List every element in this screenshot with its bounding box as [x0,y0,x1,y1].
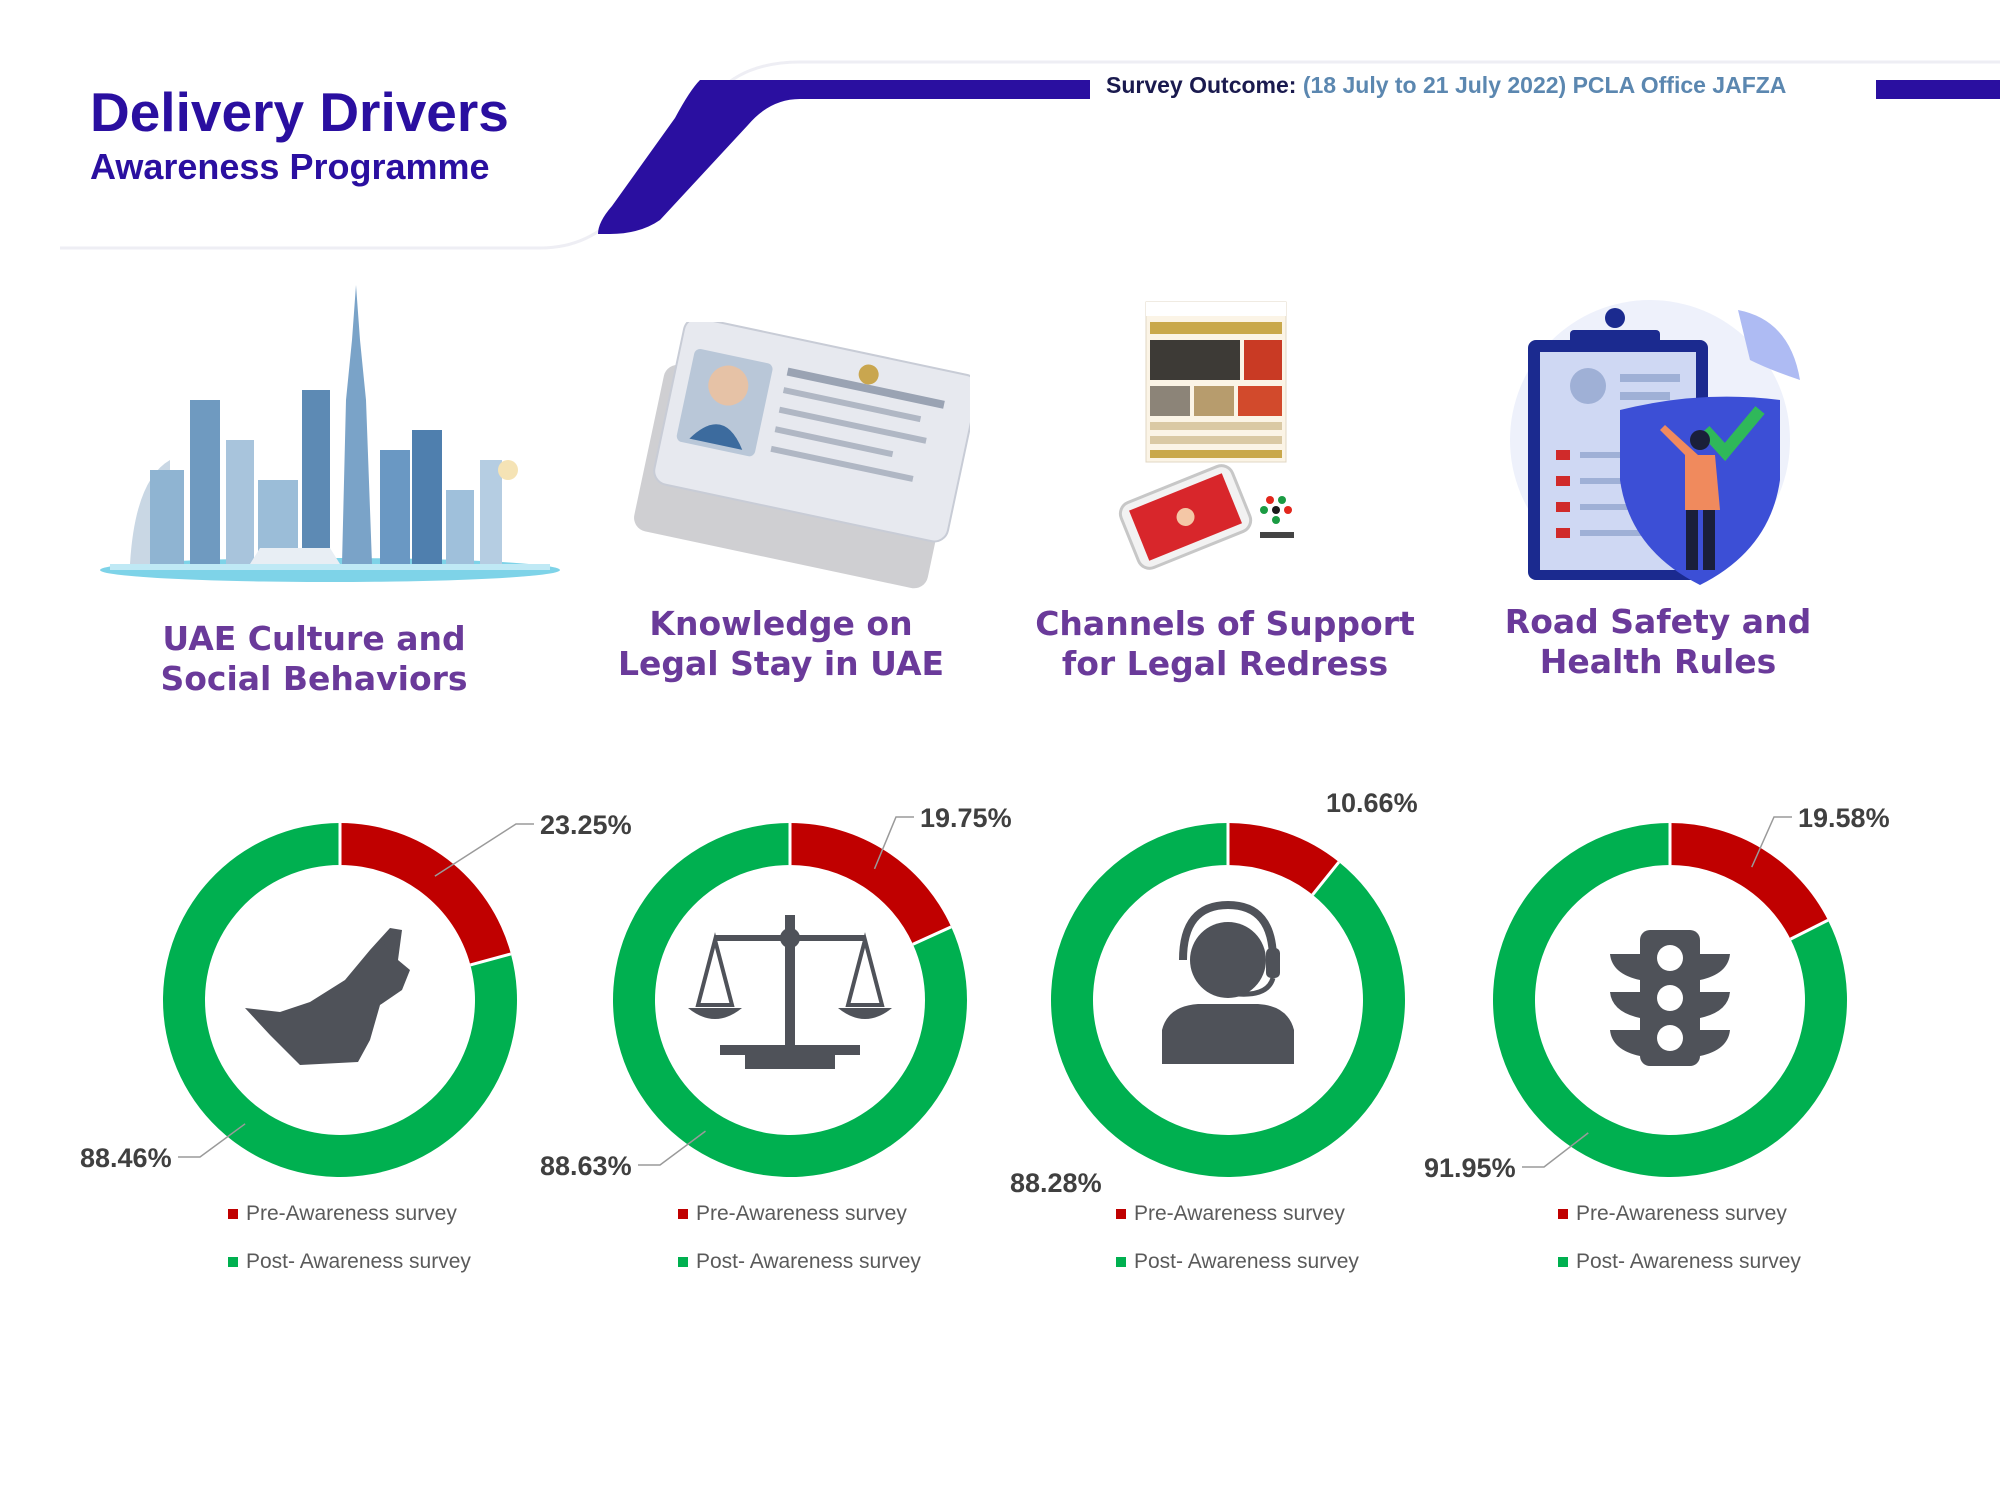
post-value-label: 91.95% [1424,1153,1516,1183]
leader-line [638,1130,706,1166]
legend-swatch [1558,1257,1568,1267]
legend-item: Pre-Awareness survey [1116,1190,1359,1238]
leader-line [178,1123,246,1158]
card-title-line: Health Rules [1539,642,1777,681]
dubai-skyline-icon [100,285,560,582]
card-title-line: for Legal Redress [1061,644,1389,683]
donut-chart-2: 19.75% 88.63% [540,803,1012,1181]
page-title: Delivery Drivers [90,81,509,143]
donut-chart-3: 10.66% 88.28% [1010,788,1418,1198]
uae-map-icon [245,928,410,1065]
leader-line [873,816,914,870]
legend-item: Pre-Awareness survey [1558,1190,1801,1238]
leader-line [434,823,534,877]
scales-of-justice-icon [688,915,892,1069]
legend-swatch [1116,1257,1126,1267]
legend-label: Pre-Awareness survey [246,1202,457,1225]
post-value-label: 88.46% [80,1143,172,1173]
legend-item: Pre-Awareness survey [228,1190,471,1238]
legend-swatch [678,1257,688,1267]
legend-swatch [1116,1209,1126,1219]
legend-label: Pre-Awareness survey [696,1202,907,1225]
tasheel-logo-icon [1260,496,1294,538]
pre-value-label: 19.58% [1798,803,1890,833]
legend-item: Post- Awareness survey [1558,1238,1801,1286]
legend-swatch [228,1209,238,1219]
legend-swatch [1558,1209,1568,1219]
pre-value-label: 23.25% [540,810,632,840]
legend: Pre-Awareness survey Post- Awareness surv… [1558,1190,1801,1286]
card-title-legal-stay: Knowledge on Legal Stay in UAE [571,604,991,684]
header-accent-stripe [598,80,1090,234]
survey-label: Survey Outcome: [1106,72,1297,98]
leader-line [1522,1132,1589,1168]
legend-label: Post- Awareness survey [246,1250,471,1273]
traffic-light-icon [1610,930,1730,1066]
donut-chart-4: 19.58% 91.95% [1424,803,1890,1183]
donut-chart-1: 23.25% 88.46% [80,810,632,1177]
legend: Pre-Awareness survey Post- Awareness surv… [678,1190,921,1286]
card-title-road-safety: Road Safety and Health Rules [1448,602,1868,682]
post-awareness-slice [1051,823,1405,1177]
header-accent-bar [1876,80,2000,99]
pre-awareness-slice [790,823,952,945]
post-value-label: 88.28% [1010,1168,1102,1198]
legend: Pre-Awareness survey Post- Awareness surv… [228,1190,471,1286]
card-title-line: Knowledge on [649,604,913,643]
emirates-id-card-icon [634,322,970,589]
legend-label: Post- Awareness survey [1576,1250,1801,1273]
header-swoosh [60,60,2000,250]
pre-awareness-slice [1670,823,1828,940]
legend-item: Post- Awareness survey [228,1238,471,1286]
page-subtitle: Awareness Programme [90,146,490,187]
support-agent-headset-icon [1162,900,1294,1064]
post-value-label: 88.63% [540,1151,632,1181]
card-title-line: Social Behaviors [160,659,468,698]
legend-label: Pre-Awareness survey [1134,1202,1345,1225]
legend-label: Pre-Awareness survey [1576,1202,1787,1225]
pre-value-label: 19.75% [920,803,1012,833]
card-title-line: Road Safety and [1504,602,1812,641]
legend-item: Pre-Awareness survey [678,1190,921,1238]
card-title-line: Channels of Support [1035,604,1415,643]
card-title-line: UAE Culture and [162,619,466,658]
legend-label: Post- Awareness survey [1134,1250,1359,1273]
card-title-line: Legal Stay in UAE [617,644,945,683]
leader-line [1751,816,1792,868]
legend-label: Post- Awareness survey [696,1250,921,1273]
legend: Pre-Awareness survey Post- Awareness surv… [1116,1190,1359,1286]
legend-swatch [228,1257,238,1267]
pre-awareness-slice [1228,823,1339,895]
legend-item: Post- Awareness survey [678,1238,921,1286]
card-title-culture: UAE Culture and Social Behaviors [104,619,524,699]
survey-outcome: Survey Outcome: (18 July to 21 July 2022… [1106,72,1786,99]
tasheel-website-app-icon [1118,301,1294,570]
pre-awareness-slice [340,823,511,965]
pre-value-label: 10.66% [1326,788,1418,818]
survey-dates: (18 July to 21 July 2022) PCLA Office JA… [1302,72,1787,98]
shield-checklist-icon [1510,300,1800,585]
card-title-support: Channels of Support for Legal Redress [1015,604,1435,684]
legend-swatch [678,1209,688,1219]
legend-item: Post- Awareness survey [1116,1238,1359,1286]
